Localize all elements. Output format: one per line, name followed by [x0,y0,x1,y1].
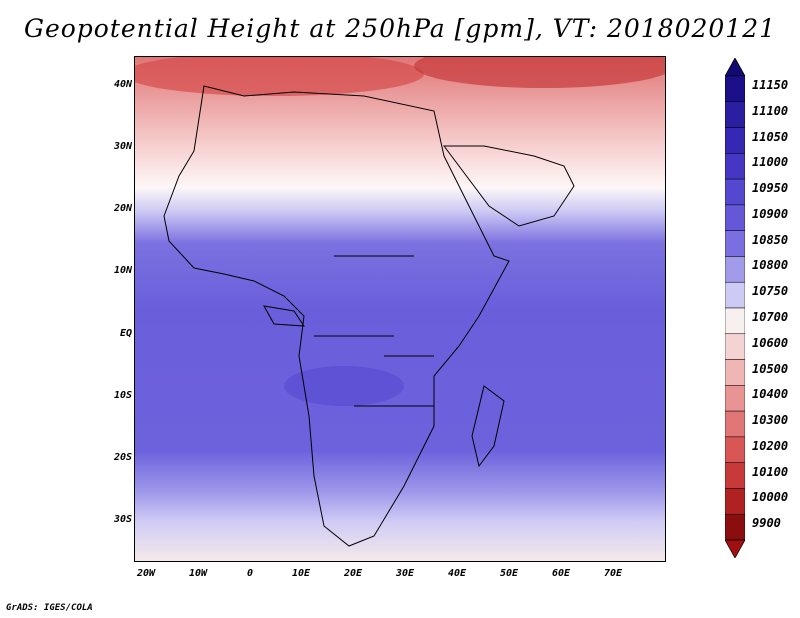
y-label-20n: 20N [113,203,132,214]
x-label-10w: 10W [188,568,208,579]
colorbar-band [725,153,745,180]
map-frame [134,56,666,562]
colorbar-label: 10400 [752,387,789,402]
colorbar-label: 10300 [752,413,789,428]
colorbar-band [725,256,745,283]
y-label-10n: 10N [113,265,132,276]
colorbar-label: 10900 [752,206,789,221]
colorbar-label: 10200 [752,438,789,453]
x-label-70e: 70E [603,568,623,579]
colorbar-band [725,410,745,438]
grads-credit: GrADS: IGES/COLA [6,603,93,613]
colorbar-band [725,230,745,257]
colorbar-band [725,204,745,231]
colorbar-label: 9900 [752,516,781,531]
x-label-10e: 10E [291,568,311,579]
low-height-region-west [134,56,424,96]
y-label-30n: 30N [113,141,132,152]
x-label-20w: 20W [136,568,156,579]
colorbar-label: 11100 [752,103,789,118]
colorbar-band [725,462,745,489]
colorbar-band [725,513,745,541]
high-height-region-south [284,366,404,406]
colorbar-band [725,488,745,515]
colorbar-band [725,101,745,128]
colorbar-label: 10700 [752,310,789,324]
colorbar [725,58,745,558]
colorbar-label: 10950 [752,181,789,196]
coastlines [163,85,575,547]
geopotential-height-map [134,56,666,562]
colorbar-label: 10750 [752,284,789,299]
height-field [134,56,666,562]
colorbar-band [725,333,745,360]
x-label-50e: 50E [499,568,519,579]
colorbar-label: 10100 [752,464,789,479]
y-label-eq: EQ [119,328,132,339]
map-title: Geopotential Height at 250hPa [gpm], VT:… [23,14,777,43]
y-label-20s: 20S [113,452,132,463]
x-label-60e: 60E [551,568,571,579]
x-label-0: 0 [246,568,254,579]
colorbar-band [725,385,745,412]
y-label-40n: 40N [113,79,132,90]
y-label-30s: 30S [113,514,132,525]
x-label-20e: 20E [343,568,363,579]
x-label-30e: 30E [395,568,415,579]
colorbar-top-arrow [725,58,745,77]
colorbar-band [725,178,745,206]
x-label-40e: 40E [447,568,467,579]
colorbar-label: 10500 [752,361,789,376]
colorbar-label: 10600 [752,335,789,350]
colorbar-band [725,359,745,386]
colorbar-label: 10800 [752,258,789,273]
colorbar-label: 11150 [752,78,789,92]
y-label-10s: 10S [113,390,132,401]
colorbar-bottom-arrow [725,539,745,558]
colorbar-label: 11050 [752,129,789,144]
colorbar-band [725,75,745,103]
colorbar-label: 10850 [752,232,789,247]
colorbar-label: 11000 [752,155,789,170]
low-height-region-east [414,56,666,88]
colorbar-band [725,436,745,463]
colorbar-label: 10000 [752,490,789,505]
colorbar-band [725,127,745,154]
colorbar-band [725,281,745,309]
colorbar-band [725,307,745,335]
